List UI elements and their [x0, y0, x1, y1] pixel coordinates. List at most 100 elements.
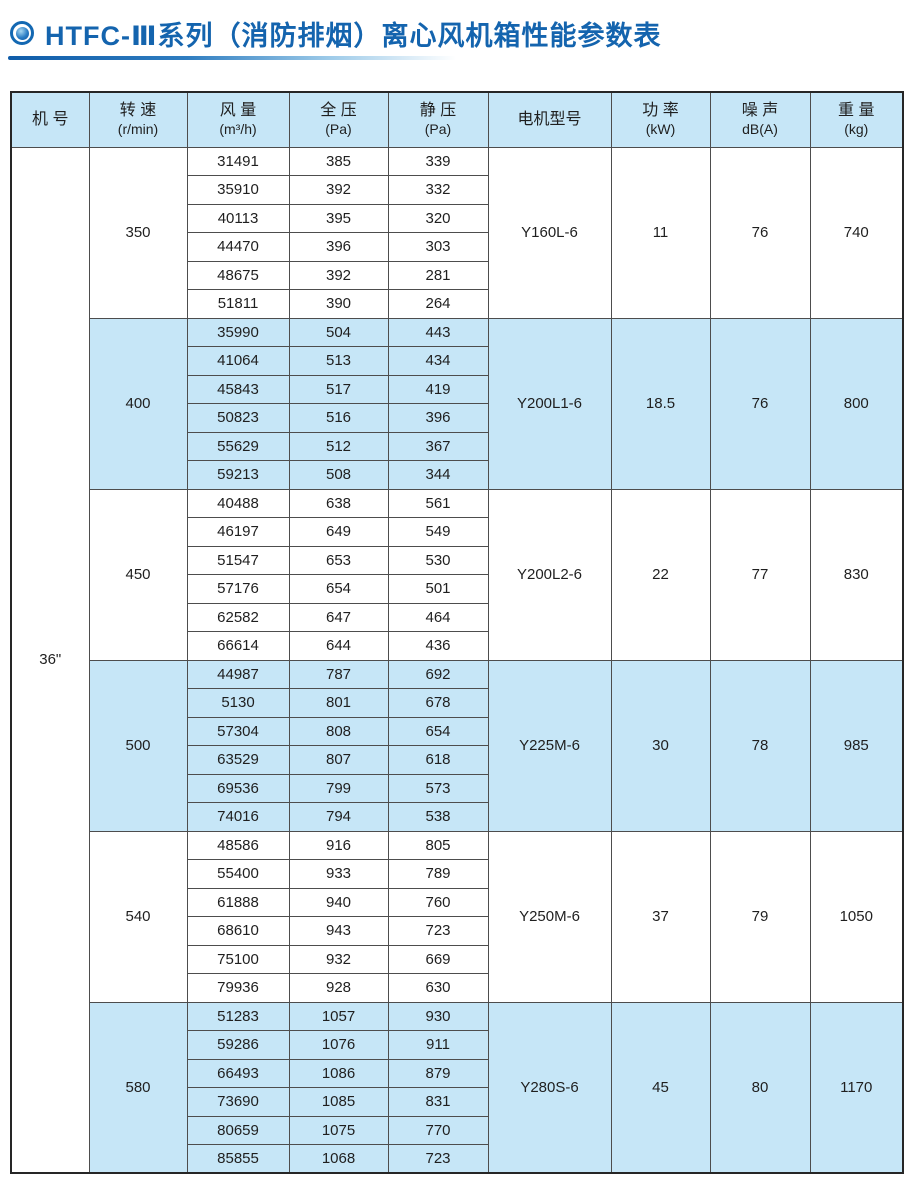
air-volume-cell: 62582 [186, 602, 290, 632]
air-volume-cell: 66614 [186, 631, 290, 661]
power-cell: 37 [610, 830, 711, 1003]
air-volume-cell: 44987 [186, 659, 290, 689]
table-row: 35910 392 332 [11, 175, 903, 205]
total-pressure-cell: 1068 [288, 1144, 389, 1174]
total-pressure-cell: 940 [288, 887, 389, 917]
air-volume-cell: 74016 [186, 802, 290, 832]
air-volume-cell: 41064 [186, 346, 290, 376]
table-row: 44470 396 303 [11, 232, 903, 262]
table-row: 79936 928 630 [11, 973, 903, 1003]
static-pressure-cell: 911 [387, 1030, 489, 1060]
static-pressure-cell: 692 [387, 659, 489, 689]
static-pressure-cell: 805 [387, 830, 489, 860]
speed-cell: 540 [88, 830, 188, 1003]
static-pressure-cell: 339 [387, 146, 489, 176]
noise-cell: 76 [709, 317, 811, 490]
total-pressure-cell: 801 [288, 688, 389, 718]
total-pressure-cell: 933 [288, 859, 389, 889]
table-row: 51547 653 530 [11, 545, 903, 575]
total-pressure-cell: 928 [288, 973, 389, 1003]
total-pressure-cell: 508 [288, 460, 389, 490]
table-row: 40113 395 320 [11, 203, 903, 233]
header-weight: 重 量 (kg) [809, 91, 904, 148]
static-pressure-cell: 434 [387, 346, 489, 376]
air-volume-cell: 35990 [186, 317, 290, 347]
total-pressure-cell: 932 [288, 944, 389, 974]
static-pressure-cell: 789 [387, 859, 489, 889]
total-pressure-cell: 654 [288, 574, 389, 604]
total-pressure-cell: 943 [288, 916, 389, 946]
title-underline-rule [8, 56, 456, 60]
total-pressure-cell: 807 [288, 745, 389, 775]
air-volume-cell: 73690 [186, 1087, 290, 1117]
total-pressure-cell: 395 [288, 203, 389, 233]
static-pressure-cell: 723 [387, 916, 489, 946]
motor-model-cell: Y160L-6 [487, 146, 612, 319]
static-pressure-cell: 396 [387, 403, 489, 433]
total-pressure-cell: 390 [288, 289, 389, 319]
air-volume-cell: 66493 [186, 1058, 290, 1088]
table-row: 45843 517 419 [11, 374, 903, 404]
power-cell: 22 [610, 488, 711, 661]
table-row: 51811 390 264 [11, 289, 903, 319]
air-volume-cell: 69536 [186, 773, 290, 803]
weight-cell: 985 [809, 659, 904, 832]
header-static-pressure: 静 压 (Pa) [387, 91, 489, 148]
header-machine-no: 机 号 [10, 91, 90, 148]
air-volume-cell: 48675 [186, 260, 290, 290]
total-pressure-cell: 513 [288, 346, 389, 376]
air-volume-cell: 45843 [186, 374, 290, 404]
air-volume-cell: 51811 [186, 289, 290, 319]
speed-cell: 450 [88, 488, 188, 661]
table-row: 5130 801 678 [11, 688, 903, 718]
air-volume-cell: 35910 [186, 175, 290, 205]
air-volume-cell: 46197 [186, 517, 290, 547]
noise-cell: 80 [709, 1001, 811, 1174]
total-pressure-cell: 1086 [288, 1058, 389, 1088]
static-pressure-cell: 573 [387, 773, 489, 803]
total-pressure-cell: 1085 [288, 1087, 389, 1117]
air-volume-cell: 44470 [186, 232, 290, 262]
motor-model-cell: Y200L2-6 [487, 488, 612, 661]
static-pressure-cell: 669 [387, 944, 489, 974]
static-pressure-cell: 618 [387, 745, 489, 775]
table-row: 85855 1068 723 [11, 1144, 903, 1174]
speed-cell: 350 [88, 146, 188, 319]
motor-model-cell: Y225M-6 [487, 659, 612, 832]
static-pressure-cell: 549 [387, 517, 489, 547]
total-pressure-cell: 808 [288, 716, 389, 746]
header-motor-model: 电机型号 [487, 91, 612, 148]
total-pressure-cell: 647 [288, 602, 389, 632]
motor-model-cell: Y250M-6 [487, 830, 612, 1003]
total-pressure-cell: 649 [288, 517, 389, 547]
static-pressure-cell: 930 [387, 1001, 489, 1031]
air-volume-cell: 80659 [186, 1115, 290, 1145]
total-pressure-cell: 794 [288, 802, 389, 832]
noise-cell: 79 [709, 830, 811, 1003]
speed-cell: 500 [88, 659, 188, 832]
total-pressure-cell: 516 [288, 403, 389, 433]
static-pressure-cell: 760 [387, 887, 489, 917]
air-volume-cell: 57176 [186, 574, 290, 604]
header-speed: 转 速 (r/min) [88, 91, 188, 148]
total-pressure-cell: 517 [288, 374, 389, 404]
table-row: 68610 943 723 [11, 916, 903, 946]
performance-table: 机 号 转 速 (r/min) 风 量 (m³/h) 全 压 (Pa) 静 压 … [10, 91, 904, 1174]
static-pressure-cell: 281 [387, 260, 489, 290]
table-row: 69536 799 573 [11, 773, 903, 803]
air-volume-cell: 61888 [186, 887, 290, 917]
table-row: 61888 940 760 [11, 887, 903, 917]
air-volume-cell: 51283 [186, 1001, 290, 1031]
power-cell: 18.5 [610, 317, 711, 490]
air-volume-cell: 68610 [186, 916, 290, 946]
total-pressure-cell: 512 [288, 431, 389, 461]
air-volume-cell: 85855 [186, 1144, 290, 1174]
static-pressure-cell: 501 [387, 574, 489, 604]
total-pressure-cell: 1075 [288, 1115, 389, 1145]
static-pressure-cell: 770 [387, 1115, 489, 1145]
header-noise: 噪 声 dB(A) [709, 91, 811, 148]
air-volume-cell: 79936 [186, 973, 290, 1003]
page-header: HTFC-Ⅲ系列（消防排烟）离心风机箱性能参数表 [8, 14, 901, 52]
page-title: HTFC-Ⅲ系列（消防排烟）离心风机箱性能参数表 [45, 20, 662, 51]
